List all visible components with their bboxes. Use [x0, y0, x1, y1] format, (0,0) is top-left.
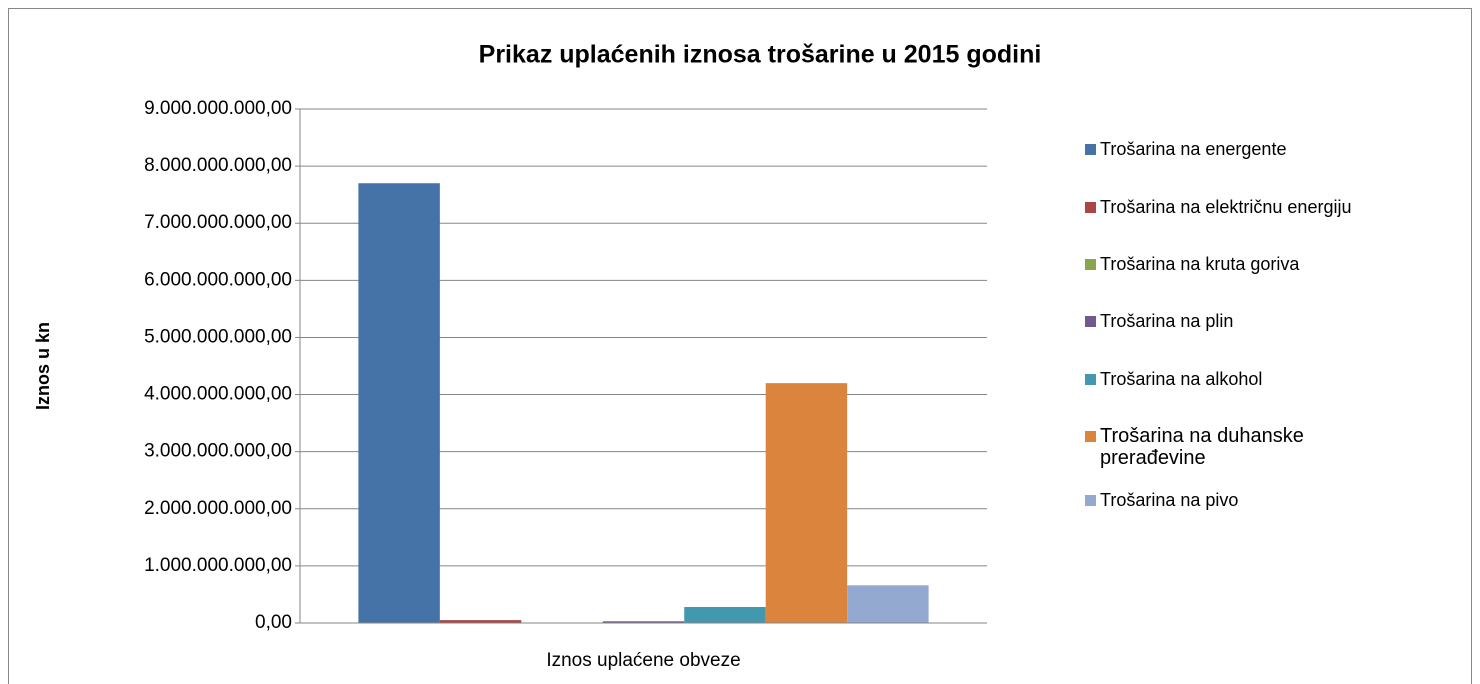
legend-swatch	[1085, 431, 1096, 442]
legend-label: Trošarina na alkohol	[1100, 369, 1263, 389]
legend-swatch	[1085, 144, 1096, 155]
y-tick-label: 7.000.000.000,00	[144, 212, 292, 233]
y-tick-label: 5.000.000.000,00	[144, 326, 292, 347]
legend-swatch	[1085, 495, 1096, 506]
chart-frame	[8, 8, 1472, 684]
y-axis-title: Iznos u kn	[33, 322, 53, 410]
legend-item: Trošarina na električnu energiju	[1085, 196, 1351, 218]
legend-item: Trošarina na pivo	[1085, 489, 1238, 511]
y-tick-label: 2.000.000.000,00	[144, 498, 292, 519]
legend-label: Trošarina na energente	[1100, 139, 1287, 159]
legend-label: Trošarina na kruta goriva	[1100, 254, 1300, 274]
y-tick-label: 4.000.000.000,00	[144, 384, 292, 405]
y-tick-label: 1.000.000.000,00	[144, 555, 292, 576]
y-tick-label: 8.000.000.000,00	[144, 155, 292, 176]
y-tick-label: 6.000.000.000,00	[144, 269, 292, 290]
bar	[847, 585, 929, 623]
y-tick-label: 3.000.000.000,00	[144, 441, 292, 462]
legend-label: Trošarina na duhanske prerađevine	[1100, 425, 1304, 469]
legend-swatch	[1085, 316, 1096, 327]
legend-label: Trošarina na pivo	[1100, 490, 1239, 510]
chart-title: Prikaz uplaćenih iznosa trošarine u 2015…	[479, 41, 1042, 69]
y-tick-label: 9.000.000.000,00	[144, 98, 292, 119]
y-tick-label: 0,00	[255, 612, 292, 633]
x-tick-label: Iznos uplaćene obveze	[546, 650, 740, 671]
bar	[439, 620, 522, 623]
legend-swatch	[1085, 374, 1096, 385]
legend-item: Trošarina na energente	[1085, 138, 1286, 160]
legend-swatch	[1085, 259, 1096, 270]
bar	[602, 621, 685, 623]
legend-swatch	[1085, 202, 1096, 213]
bar	[684, 607, 766, 623]
legend-item: Trošarina na alkohol	[1085, 368, 1262, 390]
legend-label: Trošarina na električnu energiju	[1100, 197, 1352, 217]
legend-item: Trošarina na duhanske prerađevine	[1085, 425, 1325, 469]
legend-label: Trošarina na plin	[1100, 311, 1234, 331]
legend-item: Trošarina na kruta goriva	[1085, 253, 1299, 275]
bar	[765, 383, 848, 623]
legend-item: Trošarina na plin	[1085, 310, 1233, 332]
bar	[358, 183, 440, 623]
